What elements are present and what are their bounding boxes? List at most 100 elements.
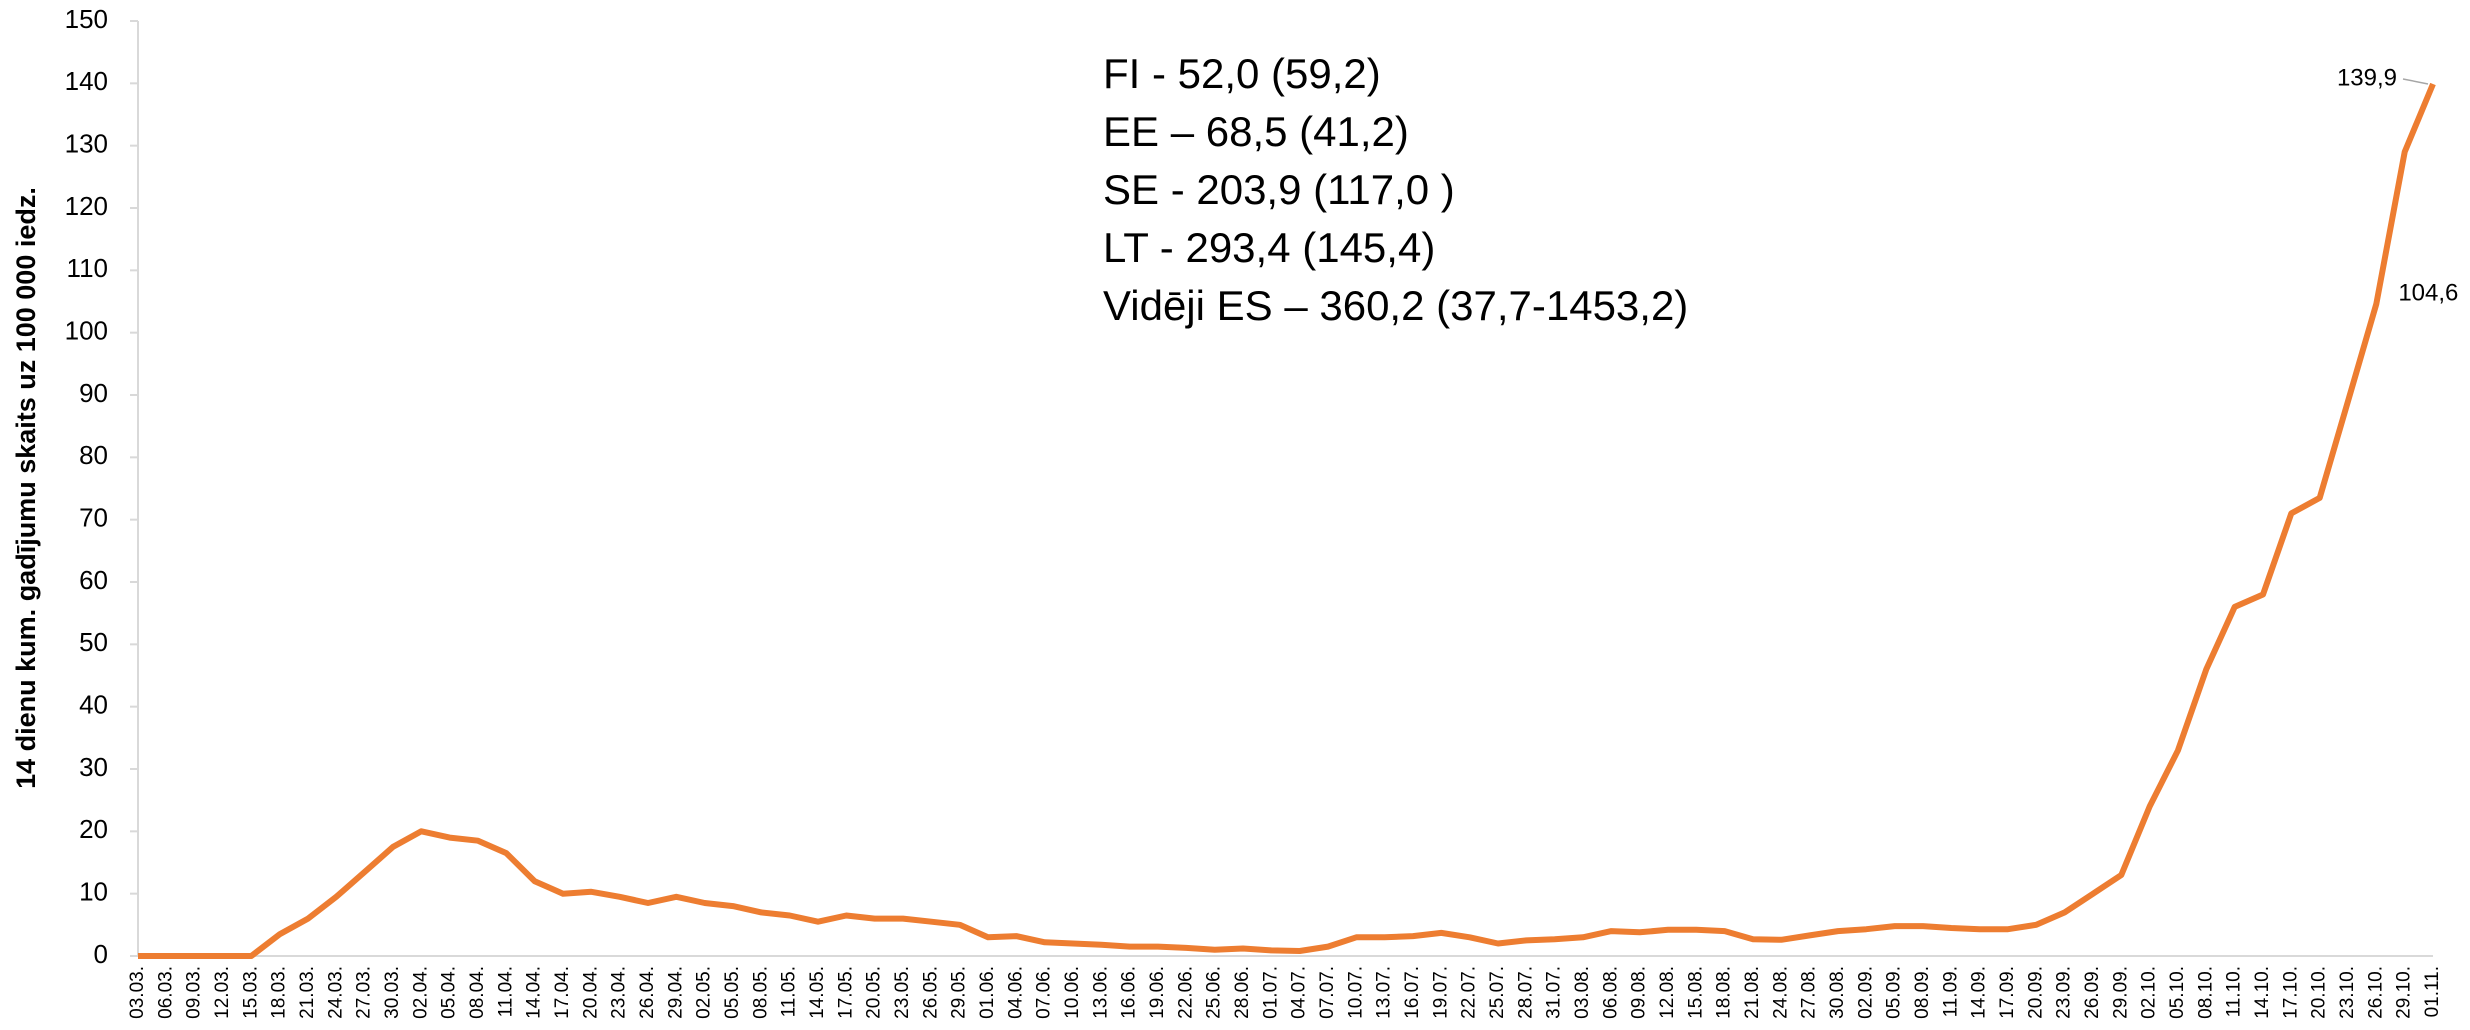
y-tick-label: 90 — [79, 378, 108, 408]
y-tick-label: 80 — [79, 440, 108, 470]
x-tick-label: 19.07. — [1430, 966, 1451, 1019]
x-tick-label: 08.10. — [2195, 966, 2216, 1019]
y-axis-label: 14 dienu kum. gadījumu skaits uz 100 000… — [11, 187, 41, 789]
x-tick-label: 26.09. — [2082, 966, 2103, 1019]
x-tick-label: 12.08. — [1657, 966, 1678, 1019]
x-tick-label: 27.08. — [1799, 966, 1820, 1019]
x-tick-label: 02.05. — [694, 966, 715, 1019]
x-tick-label: 01.11. — [2422, 966, 2443, 1017]
x-tick-label: 26.04. — [637, 966, 658, 1019]
y-tick-label: 50 — [79, 627, 108, 657]
x-tick-label: 11.05. — [779, 966, 800, 1017]
x-tick-label: 23.04. — [609, 966, 630, 1019]
x-tick-label: 05.04. — [439, 966, 460, 1019]
x-tick-label: 07.06. — [1034, 966, 1055, 1019]
annotation: EE – 68,5 (41,2) — [1103, 108, 1409, 155]
x-tick-label: 29.09. — [2110, 966, 2131, 1019]
x-tick-label: 08.09. — [1912, 966, 1933, 1019]
x-tick-label: 31.07. — [1544, 966, 1565, 1019]
x-tick-label: 17.04. — [552, 966, 573, 1019]
x-tick-label: 08.04. — [467, 966, 488, 1019]
x-tick-label: 13.06. — [1090, 966, 1111, 1019]
x-tick-label: 17.10. — [2280, 966, 2301, 1019]
x-tick-label: 14.09. — [1969, 966, 1990, 1019]
x-tick-label: 23.09. — [2054, 966, 2075, 1019]
x-tick-label: 06.03. — [155, 966, 176, 1019]
x-tick-label: 01.07. — [1260, 966, 1281, 1019]
x-tick-label: 18.03. — [269, 966, 290, 1019]
y-tick-label: 40 — [79, 690, 108, 720]
y-tick-label: 10 — [79, 877, 108, 907]
x-tick-label: 24.08. — [1770, 966, 1791, 1019]
y-tick-label: 70 — [79, 503, 108, 533]
x-tick-label: 05.10. — [2167, 966, 2188, 1019]
x-tick-label: 07.07. — [1317, 966, 1338, 1019]
x-tick-label: 16.07. — [1402, 966, 1423, 1019]
x-tick-label: 30.08. — [1827, 966, 1848, 1019]
x-tick-label: 26.10. — [2365, 966, 2386, 1019]
y-tick-label: 30 — [79, 752, 108, 782]
x-tick-label: 04.06. — [1005, 966, 1026, 1019]
annotation: FI - 52,0 (59,2) — [1103, 50, 1381, 97]
x-tick-label: 10.06. — [1062, 966, 1083, 1019]
x-tick-label: 02.04. — [410, 966, 431, 1019]
x-tick-label: 21.03. — [297, 966, 318, 1019]
x-tick-label: 10.07. — [1345, 966, 1366, 1019]
x-tick-label: 29.04. — [665, 966, 686, 1019]
x-tick-label: 15.08. — [1685, 966, 1706, 1019]
x-tick-label: 14.10. — [2252, 966, 2273, 1019]
x-tick-label: 15.03. — [240, 966, 261, 1019]
annotation: LT - 293,4 (145,4) — [1103, 224, 1435, 271]
x-tick-label: 17.05. — [835, 966, 856, 1019]
y-tick-label: 100 — [65, 316, 108, 346]
x-tick-label: 28.06. — [1232, 966, 1253, 1019]
x-tick-label: 22.07. — [1459, 966, 1480, 1019]
annotation: Vidēji ES – 360,2 (37,7-1453,2) — [1103, 282, 1688, 329]
x-tick-label: 11.10. — [2224, 966, 2245, 1017]
y-tick-label: 0 — [94, 939, 108, 969]
x-tick-label: 28.07. — [1515, 966, 1536, 1019]
x-tick-label: 09.08. — [1629, 966, 1650, 1019]
x-tick-label: 03.03. — [127, 966, 148, 1019]
x-tick-label: 14.04. — [524, 966, 545, 1019]
x-tick-label: 14.05. — [807, 966, 828, 1019]
data-line — [138, 82, 2436, 959]
x-tick-label: 08.05. — [750, 966, 771, 1019]
x-tick-label: 02.10. — [2139, 966, 2160, 1019]
data-label: 139,9 — [2337, 64, 2397, 91]
y-tick-label: 120 — [65, 191, 108, 221]
x-tick-label: 05.05. — [722, 966, 743, 1019]
x-tick-label: 24.03. — [325, 966, 346, 1019]
leader-line — [2402, 78, 2429, 85]
x-tick-label: 06.08. — [1600, 966, 1621, 1019]
x-tick-label: 30.03. — [382, 966, 403, 1019]
x-tick-label: 25.06. — [1204, 966, 1225, 1019]
x-tick-label: 11.09. — [1940, 966, 1961, 1017]
x-tick-label: 16.06. — [1119, 966, 1140, 1019]
y-tick-label: 60 — [79, 565, 108, 595]
x-tick-label: 21.08. — [1742, 966, 1763, 1019]
data-label: 104,6 — [2398, 279, 2458, 306]
x-tick-label: 03.08. — [1572, 966, 1593, 1019]
annotation: SE - 203,9 (117,0 ) — [1103, 166, 1455, 213]
y-tick-label: 20 — [79, 814, 108, 844]
x-tick-label: 19.06. — [1147, 966, 1168, 1019]
x-tick-label: 09.03. — [184, 966, 205, 1019]
y-tick-label: 110 — [67, 253, 108, 283]
x-tick-label: 11.04. — [495, 966, 516, 1017]
x-tick-label: 27.03. — [354, 966, 375, 1019]
x-tick-label: 12.03. — [212, 966, 233, 1019]
y-tick-label: 130 — [65, 129, 108, 159]
y-tick-label: 150 — [65, 4, 108, 34]
x-tick-label: 29.10. — [2394, 966, 2415, 1019]
x-tick-label: 05.09. — [1884, 966, 1905, 1019]
x-tick-label: 17.09. — [1997, 966, 2018, 1019]
x-tick-label: 20.10. — [2309, 966, 2330, 1019]
x-tick-label: 20.05. — [864, 966, 885, 1019]
x-tick-label: 04.07. — [1289, 966, 1310, 1019]
x-tick-label: 26.05. — [920, 966, 941, 1019]
x-tick-label: 20.04. — [580, 966, 601, 1019]
x-tick-label: 29.05. — [949, 966, 970, 1019]
x-tick-label: 13.07. — [1374, 966, 1395, 1019]
x-tick-label: 01.06. — [977, 966, 998, 1019]
